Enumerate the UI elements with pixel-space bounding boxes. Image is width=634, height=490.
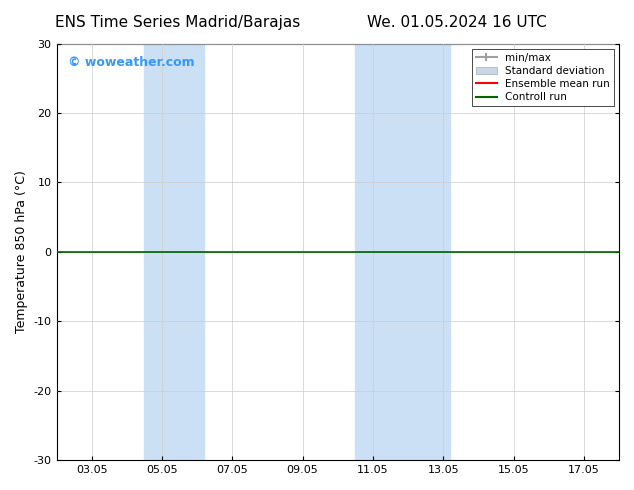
Bar: [145, 44, 204, 460]
Text: ENS Time Series Madrid/Barajas: ENS Time Series Madrid/Barajas: [55, 15, 300, 30]
Bar: [391, 44, 450, 460]
Legend: min/max, Standard deviation, Ensemble mean run, Controll run: min/max, Standard deviation, Ensemble me…: [472, 49, 614, 106]
Y-axis label: Temperature 850 hPa (°C): Temperature 850 hPa (°C): [15, 171, 28, 333]
Text: We. 01.05.2024 16 UTC: We. 01.05.2024 16 UTC: [366, 15, 547, 30]
Text: © woweather.com: © woweather.com: [68, 56, 195, 69]
Bar: [355, 44, 391, 460]
